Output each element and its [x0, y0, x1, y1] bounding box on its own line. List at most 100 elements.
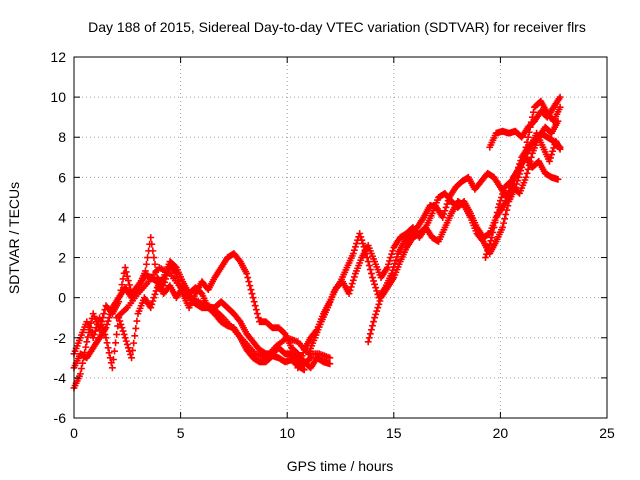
data-point: [556, 93, 564, 101]
data-point: [78, 365, 85, 372]
series-4: [113, 264, 334, 362]
data-point: [132, 325, 140, 332]
data-points: [70, 93, 564, 392]
data-point: [500, 219, 507, 227]
x-axis-label: GPS time / hours: [287, 458, 394, 474]
data-point: [252, 306, 260, 314]
data-point: [119, 275, 127, 283]
data-point: [492, 214, 500, 221]
data-point: [133, 317, 141, 325]
data-point: [554, 117, 562, 125]
data-point: [503, 206, 511, 214]
data-point: [556, 103, 564, 111]
data-point: [83, 338, 91, 346]
data-point: [124, 277, 132, 285]
data-point: [126, 281, 133, 289]
y-tick-label: 6: [58, 169, 66, 185]
data-point: [250, 298, 258, 306]
data-point: [251, 302, 259, 310]
data-point: [489, 229, 497, 236]
data-point: [150, 254, 158, 261]
data-point: [82, 343, 90, 351]
data-point: [523, 138, 531, 146]
data-point: [493, 209, 501, 216]
data-point: [112, 339, 119, 347]
data-point: [248, 290, 256, 298]
series-3: [70, 270, 308, 374]
data-point: [244, 274, 252, 282]
data-point: [554, 175, 562, 183]
data-point: [110, 356, 117, 363]
data-point: [370, 318, 377, 326]
data-point: [522, 173, 530, 181]
data-point: [364, 258, 372, 265]
data-point: [147, 234, 155, 241]
data-point: [526, 157, 534, 165]
data-point: [103, 339, 111, 347]
data-point: [247, 286, 255, 294]
data-point: [245, 278, 253, 286]
y-tick-label: 12: [50, 49, 66, 65]
y-tick-label: 8: [58, 129, 66, 145]
y-tick-label: 2: [58, 250, 66, 266]
data-point: [243, 270, 251, 277]
series-9: [486, 93, 564, 151]
data-point: [501, 215, 509, 223]
data-point: [113, 331, 121, 338]
data-point: [490, 224, 498, 231]
data-point: [148, 240, 156, 248]
plot-frame: [73, 56, 608, 419]
y-tick-label: -2: [54, 330, 67, 346]
data-point: [530, 108, 537, 116]
data-point: [84, 333, 92, 341]
x-tick-label: 25: [599, 425, 615, 441]
data-point: [253, 310, 261, 318]
data-point: [326, 360, 334, 368]
x-tick-label: 15: [386, 425, 402, 441]
x-tick-label: 0: [70, 425, 78, 441]
data-point: [128, 354, 135, 362]
data-point: [131, 332, 139, 340]
data-point: [527, 153, 535, 161]
chart-title: Day 188 of 2015, Sidereal Day-to-day VTE…: [88, 19, 586, 35]
x-tick-label: 5: [177, 425, 185, 441]
data-point: [556, 145, 564, 153]
data-point: [76, 370, 84, 378]
data-point: [79, 359, 86, 367]
data-point: [504, 202, 512, 210]
data-point: [366, 266, 374, 273]
y-tick-label: 4: [58, 209, 66, 225]
series-10: [503, 117, 562, 201]
data-point: [149, 247, 157, 255]
data-point: [151, 260, 159, 268]
data-point: [523, 169, 531, 177]
data-point: [499, 224, 506, 231]
data-point: [363, 254, 371, 261]
data-point: [123, 272, 131, 280]
data-point: [100, 310, 108, 318]
data-point: [368, 270, 375, 277]
data-point: [491, 219, 499, 226]
data-point: [143, 260, 150, 268]
data-point: [130, 339, 138, 347]
data-point: [104, 344, 112, 352]
data-point: [300, 366, 308, 374]
data-point: [369, 322, 376, 330]
data-point: [246, 282, 254, 290]
data-point: [366, 330, 374, 338]
data-point: [118, 281, 126, 289]
data-point: [122, 268, 130, 276]
data-point: [255, 314, 262, 322]
data-point: [105, 349, 113, 357]
data-point: [362, 250, 370, 257]
data-point: [524, 165, 532, 173]
y-tick-label: -6: [54, 410, 67, 426]
y-tick-label: 10: [50, 89, 66, 105]
data-point: [525, 161, 533, 169]
y-tick-label: 0: [58, 290, 66, 306]
data-point: [249, 294, 257, 302]
data-point: [121, 264, 129, 271]
x-tick-label: 10: [279, 425, 295, 441]
y-axis-label: SDTVAR / TECUs: [6, 182, 22, 294]
